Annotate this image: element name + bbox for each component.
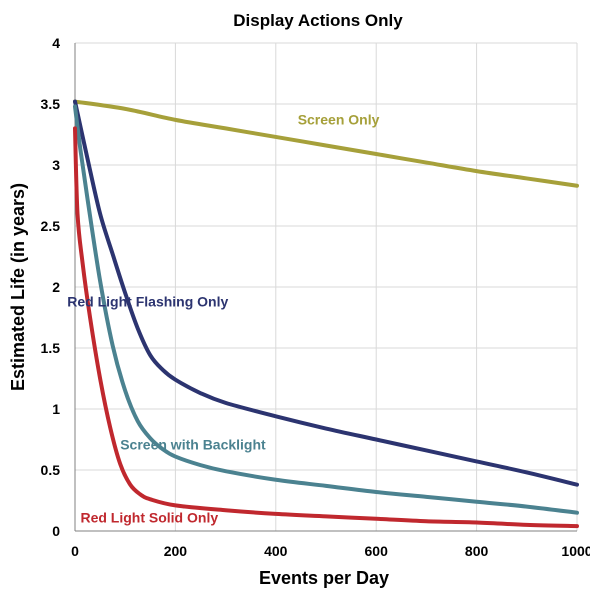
y-axis-title: Estimated Life (in years) [8,183,28,391]
series-label-red-light-solid-only: Red Light Solid Only [80,509,218,525]
series-line-screen-with-backlight [73,104,579,515]
y-tick-label: 3 [52,157,60,173]
y-tick-label: 0 [52,523,60,539]
x-tick-label: 800 [465,543,489,559]
y-tick-label: 2 [52,279,60,295]
series-labels: Screen Only Red Light Flashing Only Screen… [67,112,379,526]
series-label-screen-with-backlight: Screen with Backlight [120,436,266,452]
series-line-screen-only [73,99,579,188]
y-tick-label: 1 [52,401,60,417]
x-tick-label: 1000 [561,543,590,559]
x-tick-label: 200 [164,543,188,559]
series-label-screen-only: Screen Only [298,112,380,128]
y-tick-label: 0.5 [41,462,61,478]
grid [75,42,578,531]
y-tick-label: 2.5 [41,218,61,234]
x-tick-label: 600 [365,543,389,559]
series-line-red-light-flashing-only [73,99,579,487]
y-tick-label: 4 [52,35,60,51]
axes [74,43,577,532]
chart-title: Display Actions Only [233,11,403,30]
tick-labels: 0 0.5 1 1.5 2 2.5 3 3.5 4 0 200 400 600 800 1000 [41,35,590,559]
x-tick-label: 400 [264,543,288,559]
x-axis-title: Events per Day [259,568,389,588]
y-tick-label: 3.5 [41,96,61,112]
y-tick-label: 1.5 [41,340,61,356]
series-lines [73,99,579,529]
series-line-red-light-solid-only [73,126,579,529]
x-tick-label: 0 [71,543,79,559]
series-label-red-light-flashing-only: Red Light Flashing Only [67,294,228,310]
